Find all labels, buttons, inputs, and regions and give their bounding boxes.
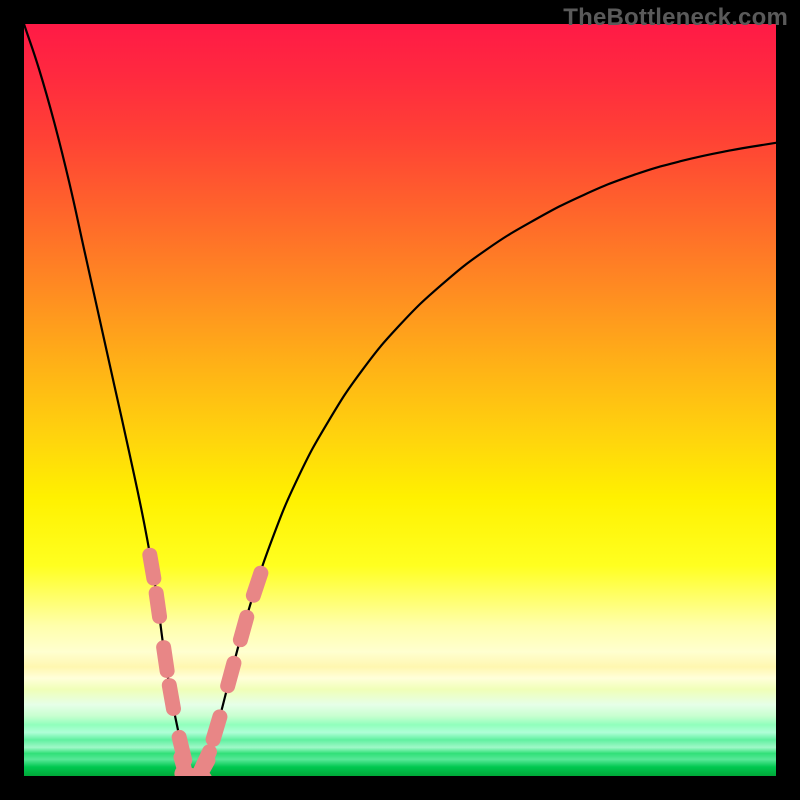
figure-root: TheBottleneck.com [0,0,800,800]
bottleneck-chart-svg [0,0,800,800]
watermark-text: TheBottleneck.com [563,4,788,32]
gradient-background [24,24,776,776]
